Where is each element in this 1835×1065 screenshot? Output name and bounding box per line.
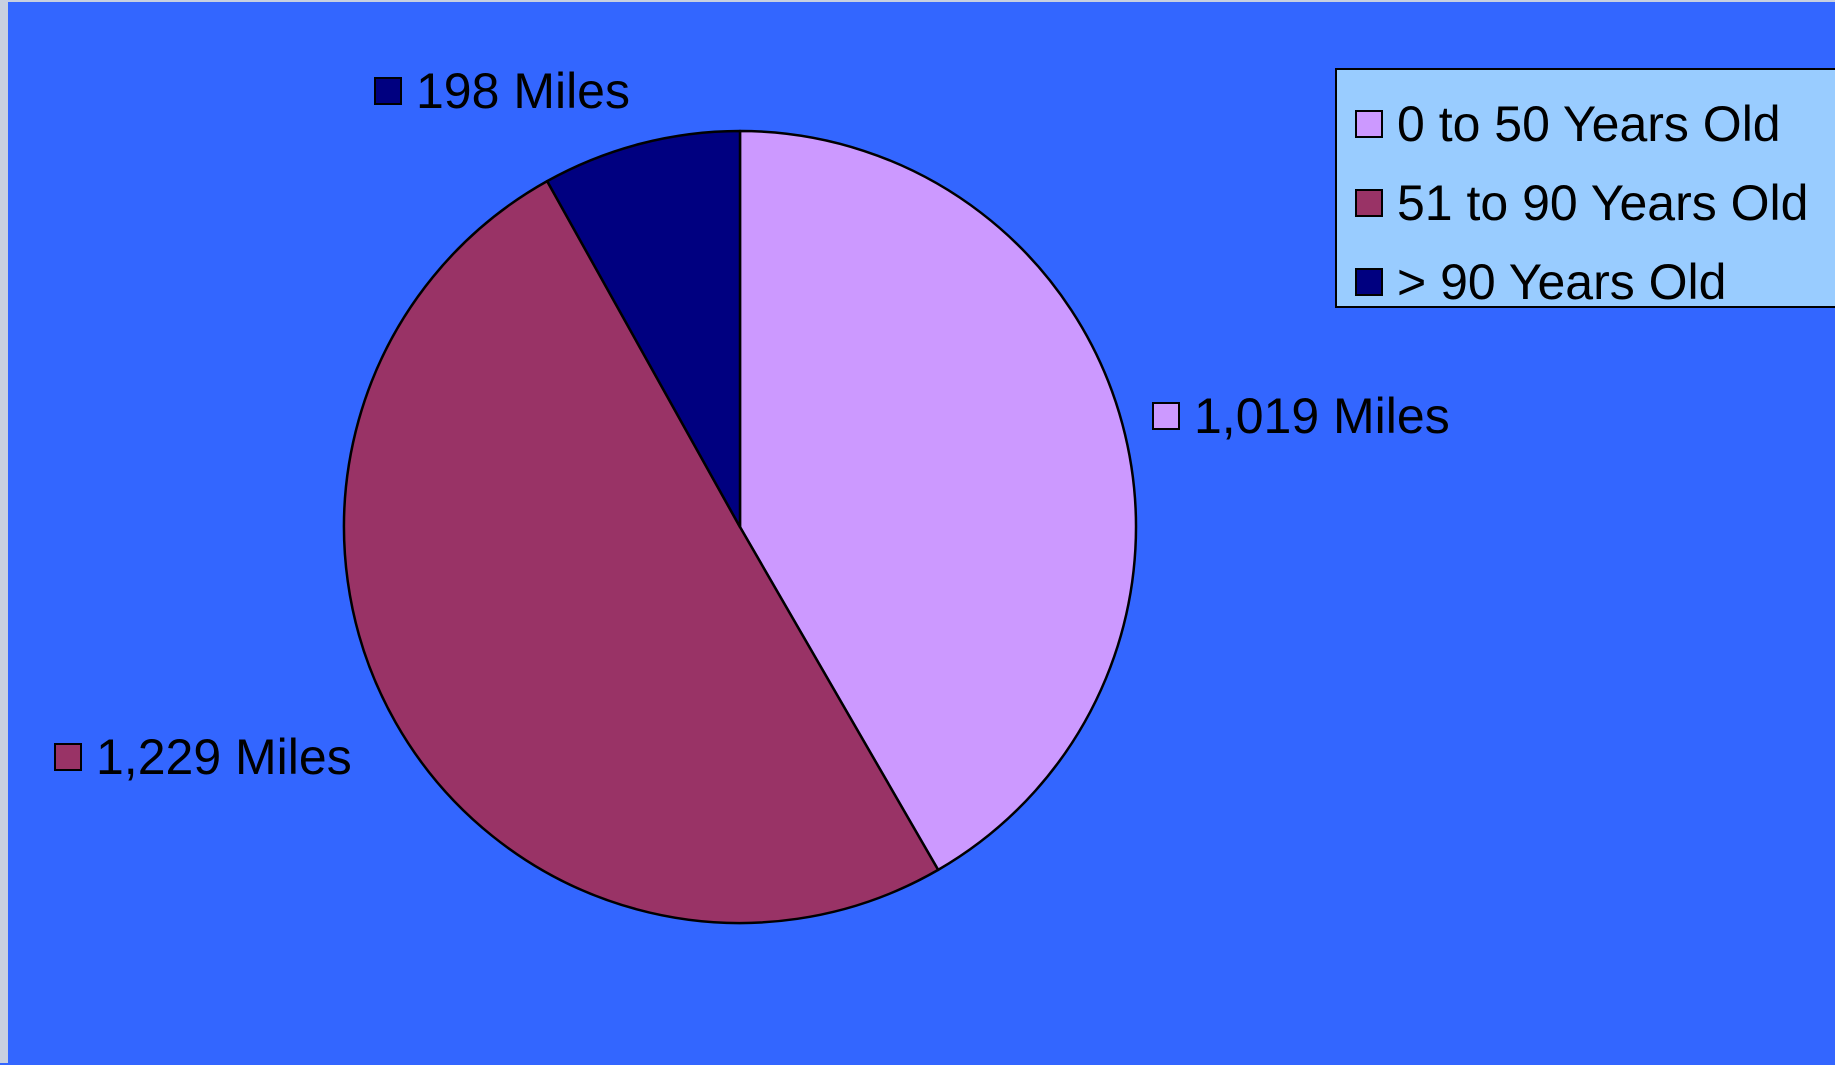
legend-label: 51 to 90 Years Old — [1397, 174, 1809, 231]
legend-swatch — [1355, 109, 1383, 138]
data-label-text: 1,229 Miles — [96, 729, 352, 785]
legend-swatch — [1355, 188, 1383, 217]
data-label-swatch — [54, 743, 82, 771]
legend-item-51-to-90: 51 to 90 Years Old — [1337, 163, 1835, 242]
legend-item-over-90: > 90 Years Old — [1337, 242, 1835, 321]
data-label-over-90: 198 Miles — [374, 62, 630, 120]
slice-51-to-90 — [342, 179, 940, 925]
slice-over-90 — [545, 129, 742, 529]
data-label-51-to-90: 1,229 Miles — [54, 728, 352, 786]
pie-chart — [342, 129, 1138, 925]
slice-0-to-50 — [738, 129, 1138, 872]
data-label-text: 198 Miles — [416, 63, 630, 119]
data-label-swatch — [374, 77, 402, 105]
data-label-0-to-50: 1,019 Miles — [1152, 387, 1450, 445]
data-label-swatch — [1152, 402, 1180, 430]
legend-swatch — [1355, 267, 1383, 296]
legend: 0 to 50 Years Old 51 to 90 Years Old > 9… — [1335, 68, 1835, 310]
legend-item-0-to-50: 0 to 50 Years Old — [1337, 84, 1835, 163]
data-label-text: 1,019 Miles — [1194, 388, 1450, 444]
legend-label: 0 to 50 Years Old — [1397, 95, 1781, 152]
legend-label: > 90 Years Old — [1397, 253, 1727, 310]
